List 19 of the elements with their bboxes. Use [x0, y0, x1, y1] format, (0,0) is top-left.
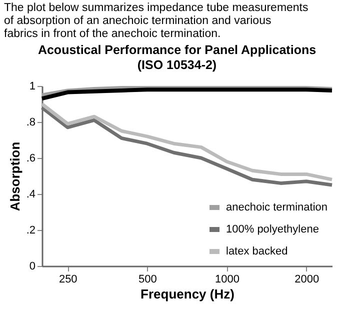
line-series [40, 88, 334, 101]
x-axis-title: Frequency (Hz) [140, 286, 234, 302]
y-tick-label: 0 [29, 260, 36, 272]
text: The plot below summarizes impedance tube measurements of absorption of an anechoic termination and various fabrics in front of the anechoic termination. [4, 2, 309, 40]
x-tick-label: 1000 [215, 274, 240, 286]
x-tick-label: 250 [58, 274, 78, 286]
y-tick-label: 1 [29, 80, 36, 92]
x-tick-label: 500 [138, 274, 157, 286]
y-tick-label: .4 [26, 188, 36, 200]
y-axis-title: Absorption [7, 142, 22, 212]
chart-subtitle: (ISO 10534-2) [137, 58, 217, 72]
legend-label: anechoic termination [226, 202, 328, 214]
y-tick-label: .6 [26, 152, 36, 164]
x-tick-label: 2000 [294, 274, 320, 286]
legend-label: 100% polyethylene [226, 224, 319, 236]
legend-label: latex backed [226, 246, 288, 258]
y-tick-label: .2 [26, 224, 36, 236]
chart-title: Acoustical Performance for Panel Applications [38, 43, 316, 57]
y-tick-label: .8 [26, 116, 36, 128]
